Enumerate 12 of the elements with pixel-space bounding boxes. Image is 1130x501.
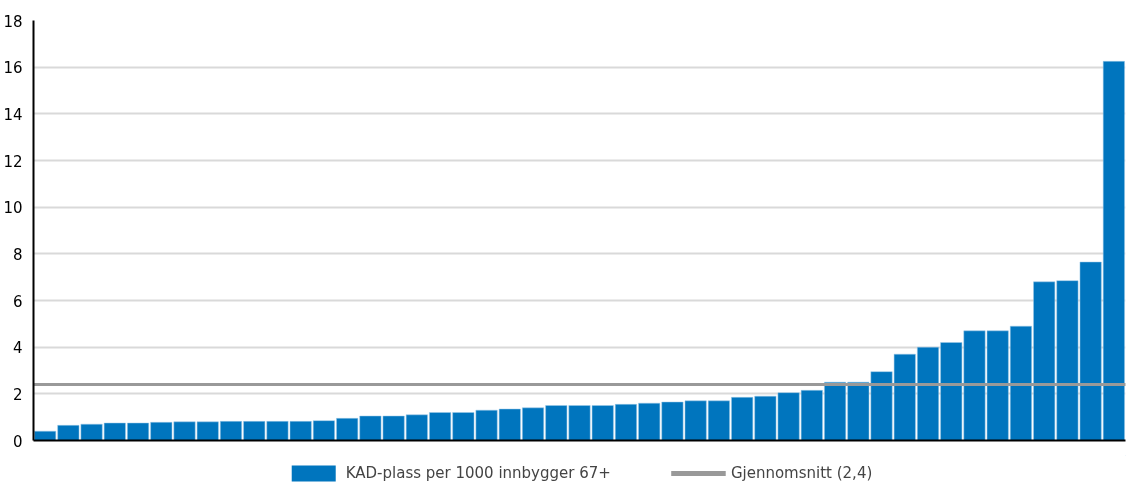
y-tick-label: 14 bbox=[3, 105, 23, 124]
y-tick-label: 6 bbox=[12, 292, 23, 311]
y-tick-label: 4 bbox=[12, 339, 23, 358]
legend-label: Gjennomsnitt (2,4) bbox=[730, 463, 873, 482]
y-tick-label: 16 bbox=[3, 59, 23, 78]
legend-label: KAD-plass per 1000 innbygger 67+ bbox=[345, 463, 611, 482]
y-tick-label: 18 bbox=[3, 12, 23, 31]
y-tick-label: 8 bbox=[12, 245, 23, 264]
y-tick-label: 0 bbox=[12, 432, 23, 451]
y-tick-label: 2 bbox=[12, 385, 23, 404]
y-tick-label: 10 bbox=[3, 199, 23, 218]
y-tick-label: 12 bbox=[3, 152, 23, 171]
